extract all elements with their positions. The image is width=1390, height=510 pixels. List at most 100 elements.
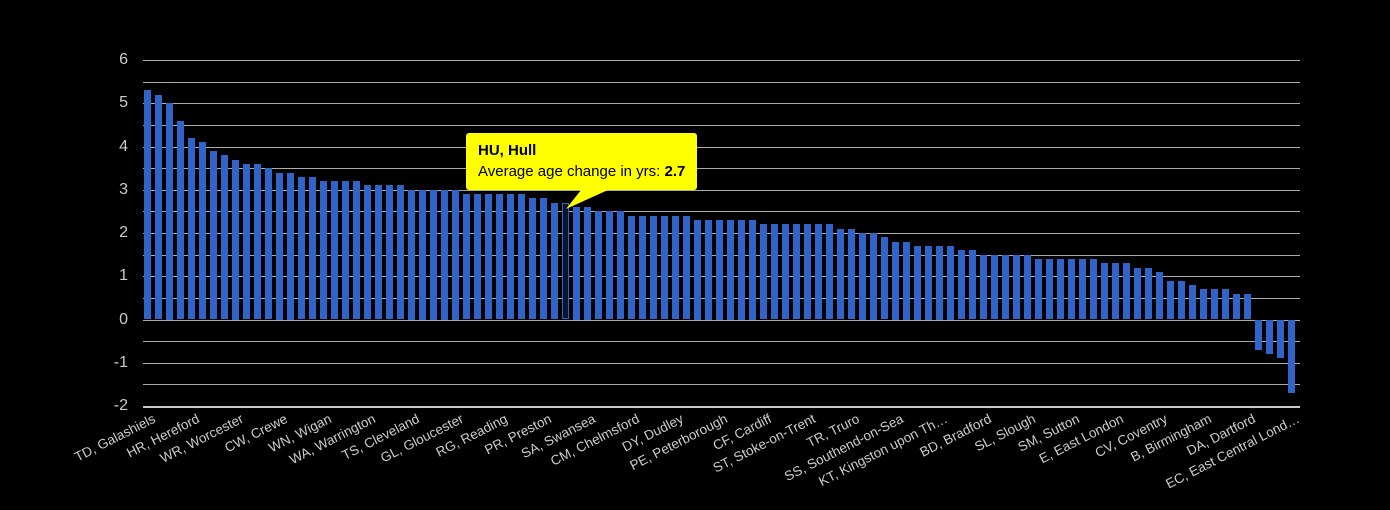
bar[interactable] bbox=[1134, 267, 1141, 320]
bar[interactable] bbox=[441, 189, 448, 320]
bar[interactable] bbox=[815, 224, 822, 320]
bar[interactable] bbox=[617, 211, 624, 320]
bar[interactable] bbox=[903, 241, 910, 320]
bar[interactable] bbox=[1211, 289, 1218, 320]
bar[interactable] bbox=[166, 103, 173, 320]
bar[interactable] bbox=[1035, 258, 1042, 320]
bar[interactable] bbox=[1002, 254, 1009, 320]
bar[interactable] bbox=[958, 250, 965, 320]
bar[interactable] bbox=[551, 202, 558, 320]
bar[interactable] bbox=[826, 224, 833, 320]
bar[interactable] bbox=[221, 155, 228, 320]
bar[interactable] bbox=[353, 181, 360, 320]
bar[interactable] bbox=[848, 228, 855, 320]
bar[interactable] bbox=[1112, 263, 1119, 320]
bar[interactable] bbox=[683, 215, 690, 320]
bar[interactable] bbox=[584, 207, 591, 320]
bar[interactable] bbox=[1288, 319, 1295, 393]
bar[interactable] bbox=[1189, 284, 1196, 320]
bar[interactable] bbox=[672, 215, 679, 320]
bar[interactable] bbox=[419, 189, 426, 320]
bar[interactable] bbox=[1068, 258, 1075, 320]
bar[interactable] bbox=[738, 220, 745, 320]
bar[interactable] bbox=[386, 185, 393, 320]
bar[interactable] bbox=[254, 163, 261, 320]
bar[interactable] bbox=[320, 181, 327, 320]
bar[interactable] bbox=[507, 194, 514, 320]
bar[interactable] bbox=[1156, 271, 1163, 320]
bar[interactable] bbox=[1090, 258, 1097, 320]
bar[interactable] bbox=[518, 194, 525, 320]
bar[interactable] bbox=[287, 172, 294, 320]
bar[interactable] bbox=[1244, 293, 1251, 320]
bar[interactable] bbox=[881, 237, 888, 320]
bar[interactable] bbox=[375, 185, 382, 320]
bar[interactable] bbox=[210, 150, 217, 320]
bar[interactable] bbox=[474, 194, 481, 320]
bar[interactable] bbox=[771, 224, 778, 320]
bar[interactable] bbox=[529, 198, 536, 320]
bar[interactable] bbox=[661, 215, 668, 320]
bar[interactable] bbox=[408, 189, 415, 320]
bar[interactable] bbox=[177, 120, 184, 320]
bar[interactable] bbox=[969, 250, 976, 320]
bar[interactable] bbox=[650, 215, 657, 320]
bar[interactable] bbox=[463, 194, 470, 320]
bar[interactable] bbox=[1101, 263, 1108, 320]
bar[interactable] bbox=[705, 220, 712, 320]
bar[interactable] bbox=[782, 224, 789, 320]
bar[interactable] bbox=[1255, 319, 1262, 350]
bar[interactable] bbox=[342, 181, 349, 320]
bar[interactable] bbox=[1024, 254, 1031, 320]
bar[interactable] bbox=[1167, 280, 1174, 320]
bar[interactable] bbox=[892, 241, 899, 320]
bar[interactable] bbox=[243, 163, 250, 320]
bar[interactable] bbox=[1013, 254, 1020, 320]
bar[interactable] bbox=[1057, 258, 1064, 320]
bar[interactable] bbox=[1233, 293, 1240, 320]
bar[interactable] bbox=[485, 194, 492, 320]
bar[interactable] bbox=[925, 246, 932, 320]
bar-highlighted[interactable] bbox=[562, 202, 569, 320]
bar[interactable] bbox=[837, 228, 844, 320]
bar[interactable] bbox=[188, 137, 195, 320]
bar[interactable] bbox=[1266, 319, 1273, 355]
bar[interactable] bbox=[859, 233, 866, 320]
bar[interactable] bbox=[1277, 319, 1284, 359]
bar[interactable] bbox=[804, 224, 811, 320]
bar[interactable] bbox=[309, 176, 316, 320]
bar[interactable] bbox=[716, 220, 723, 320]
bar[interactable] bbox=[265, 168, 272, 320]
bar[interactable] bbox=[914, 246, 921, 320]
bar[interactable] bbox=[276, 172, 283, 320]
bar[interactable] bbox=[606, 211, 613, 320]
bar[interactable] bbox=[144, 90, 151, 320]
bar[interactable] bbox=[628, 215, 635, 320]
bar[interactable] bbox=[573, 207, 580, 320]
bar[interactable] bbox=[1200, 289, 1207, 320]
bar[interactable] bbox=[430, 189, 437, 320]
bar[interactable] bbox=[793, 224, 800, 320]
bar[interactable] bbox=[1145, 267, 1152, 320]
bar[interactable] bbox=[936, 246, 943, 320]
bar[interactable] bbox=[298, 176, 305, 320]
bar[interactable] bbox=[639, 215, 646, 320]
bar[interactable] bbox=[870, 233, 877, 320]
bar[interactable] bbox=[727, 220, 734, 320]
bar[interactable] bbox=[331, 181, 338, 320]
bar[interactable] bbox=[760, 224, 767, 320]
bar[interactable] bbox=[364, 185, 371, 320]
bar[interactable] bbox=[595, 211, 602, 320]
bar[interactable] bbox=[1178, 280, 1185, 320]
bar[interactable] bbox=[980, 254, 987, 320]
bar[interactable] bbox=[1123, 263, 1130, 320]
bar[interactable] bbox=[1222, 289, 1229, 320]
bar[interactable] bbox=[540, 198, 547, 320]
bar[interactable] bbox=[947, 246, 954, 320]
bar[interactable] bbox=[749, 220, 756, 320]
bar[interactable] bbox=[232, 159, 239, 320]
bar[interactable] bbox=[1079, 258, 1086, 320]
bar[interactable] bbox=[496, 194, 503, 320]
bar[interactable] bbox=[694, 220, 701, 320]
bar[interactable] bbox=[452, 189, 459, 320]
